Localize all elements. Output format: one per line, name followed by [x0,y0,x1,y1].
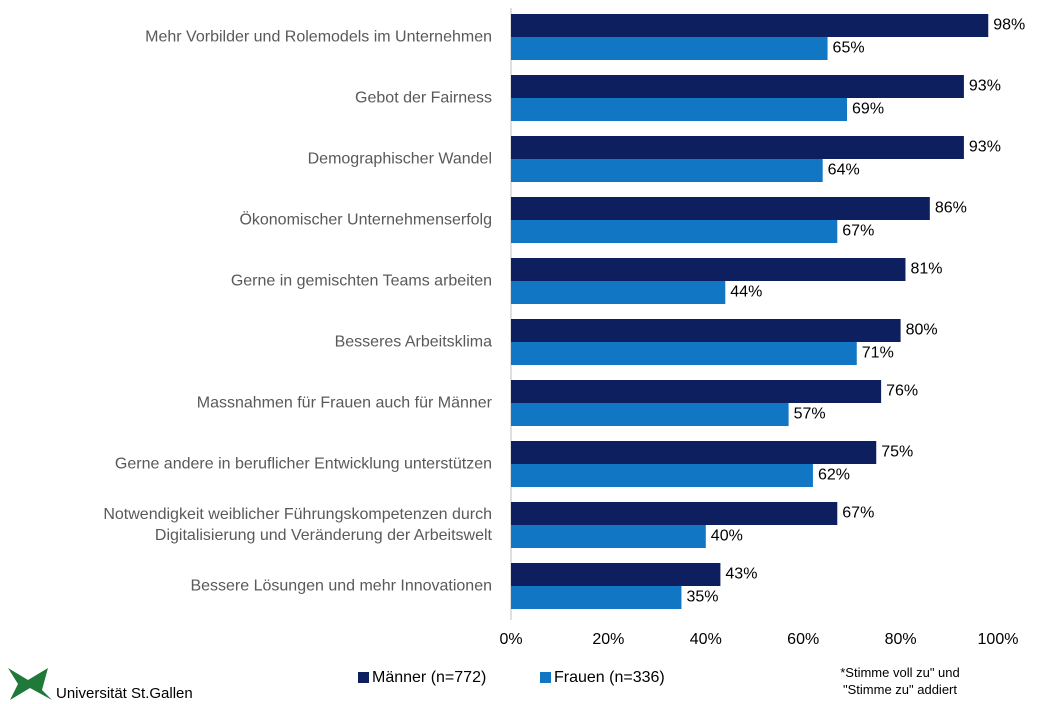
bar [511,159,823,182]
data-label: 65% [833,40,865,57]
legend-swatch [540,672,551,683]
bar [511,342,857,365]
bar [511,464,813,487]
x-tick-label: 20% [592,631,624,648]
bar [511,136,964,159]
data-label: 80% [906,322,938,339]
logo-text: Universität St.Gallen [56,685,193,702]
data-label: 71% [862,345,894,362]
data-label: 93% [969,139,1001,156]
bar [511,525,706,548]
annotation: *Stimme voll zu" und "Stimme zu" addiert [840,665,960,697]
data-label: 57% [794,406,826,423]
bar [511,75,964,98]
category-label: Gerne in gemischten Teams arbeiten [230,272,492,290]
bar [511,563,721,586]
category-label: Ökonomischer Unternehmenserfolg [239,211,492,229]
data-label: 64% [828,162,860,179]
data-label: 67% [842,505,874,522]
legend-label: Männer (n=772) [372,669,486,686]
bar [511,281,726,304]
bar [511,197,930,220]
legend-label: Frauen (n=336) [554,669,665,686]
logo-icon [8,668,52,700]
bar [511,220,838,243]
x-tick-label: 40% [690,631,722,648]
data-label: 81% [910,261,942,278]
bar [511,380,882,403]
bar [511,403,789,426]
x-tick-label: 60% [787,631,819,648]
data-label: 43% [725,566,757,583]
bar [511,14,989,37]
data-label: 40% [711,528,743,545]
category-label: Gerne andere in beruflicher Entwicklung … [114,455,492,473]
data-label: 98% [993,17,1025,34]
data-label: 67% [842,223,874,240]
category-label: Mehr Vorbilder und Rolemodels im Unterne… [145,28,492,46]
category-label: Bessere Lösungen und mehr Innovationen [190,577,492,595]
bar [511,319,901,342]
data-label: 75% [881,444,913,461]
x-tick-label: 80% [885,631,917,648]
bar [511,98,848,121]
bar [511,441,877,464]
x-tick-label: 0% [499,631,522,648]
category-label: Besseres Arbeitsklima [334,333,492,351]
data-label: 62% [818,467,850,484]
category-label: Gebot der Fairness [355,89,492,107]
legend-swatch [358,672,369,683]
category-label: Demographischer Wandel [307,150,492,168]
bar [511,502,838,525]
bar [511,37,828,60]
data-label: 86% [935,200,967,217]
data-label: 76% [886,383,918,400]
category-label: Massnahmen für Frauen auch für Männer [196,394,492,412]
data-label: 93% [969,78,1001,95]
data-label: 69% [852,101,884,118]
bar [511,586,682,609]
category-label: Notwendigkeit weiblicher Führungskompete… [103,506,492,544]
x-tick-label: 100% [978,631,1019,648]
data-label: 35% [686,589,718,606]
bar [511,258,906,281]
data-label: 44% [730,284,762,301]
